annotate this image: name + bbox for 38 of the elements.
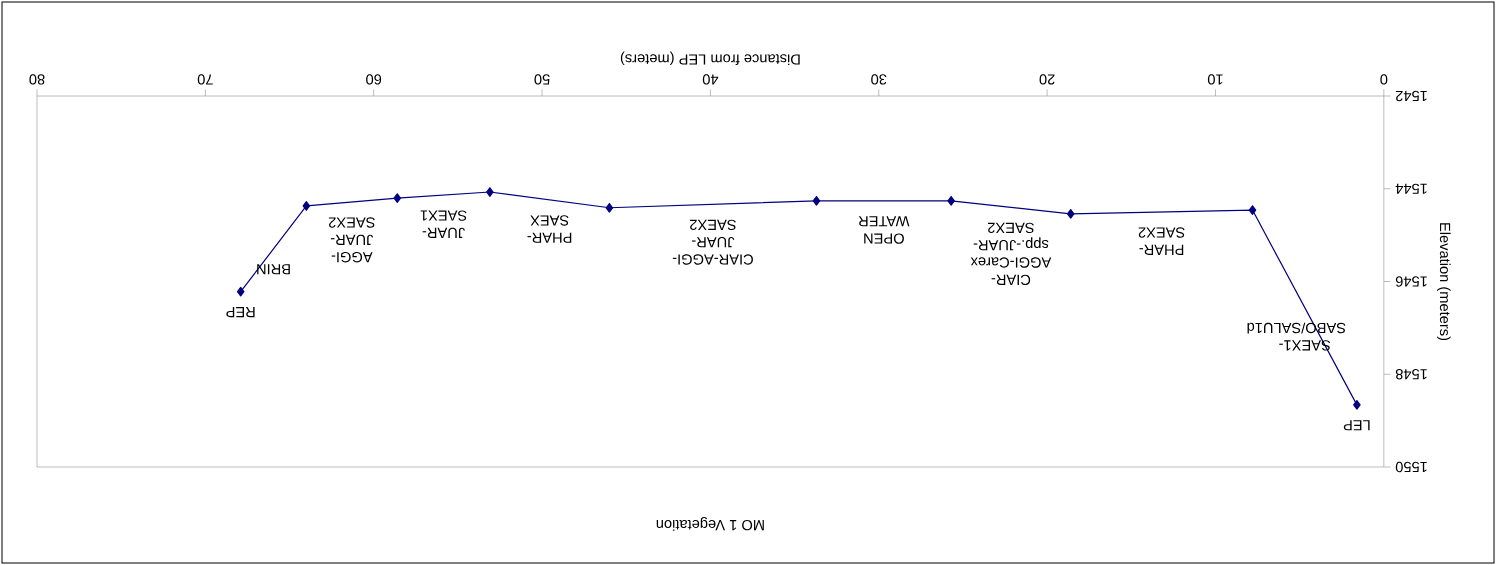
annotation: SAEX1-SABO/SALU1d	[1247, 322, 1346, 351]
y-tick-label: 1546	[1395, 276, 1427, 287]
text: MO 1 Vegetation	[656, 517, 764, 531]
y-axis-title: Elevation (meters)	[1437, 223, 1451, 341]
x-axis-title: Distance from LEP (meters)	[620, 51, 800, 66]
annotation: CIAR-AGGI-JUAR-SAEX2	[672, 219, 753, 265]
annotation: CIAR-AGGI-Carex spp.-JUAR-SAEX2	[970, 222, 1052, 286]
annotation: PHAR-SAEX2	[1138, 227, 1185, 255]
annotation: LEP	[1343, 420, 1370, 431]
point	[302, 201, 311, 211]
annotation: AGGI-JUAR-SAEX2	[328, 217, 375, 263]
x-tick-label: 10	[1207, 74, 1223, 85]
point	[605, 202, 614, 213]
point	[393, 193, 402, 203]
annotation: JUAR-SAEX1	[420, 210, 467, 238]
x-tick-label: 0	[1380, 74, 1388, 85]
annotation: OPEN WATER	[858, 216, 910, 244]
x-tick-label: 60	[366, 74, 382, 85]
x-tick-label: 20	[1039, 74, 1055, 85]
point	[1248, 205, 1257, 215]
annotation: REP	[226, 307, 255, 318]
x-tick-label: 70	[197, 74, 213, 85]
y-tick-label: 1542	[1395, 90, 1427, 102]
point	[812, 195, 821, 206]
point	[486, 187, 494, 197]
x-tick-label: 40	[702, 74, 719, 85]
point	[236, 286, 245, 297]
x-tick-label: 30	[871, 74, 887, 85]
y-tick-label: 1550	[1395, 461, 1427, 473]
y-tick-label: 1548	[1395, 369, 1427, 380]
point	[947, 195, 955, 206]
point	[1353, 400, 1361, 410]
x-tick-label: 50	[534, 74, 550, 85]
x-tick-label: 80	[29, 74, 45, 85]
annotation: BRIN	[257, 264, 290, 275]
point	[1066, 208, 1075, 219]
y-tick-label: 1544	[1395, 183, 1427, 194]
annotation: PHAR-SAEX	[527, 215, 572, 243]
